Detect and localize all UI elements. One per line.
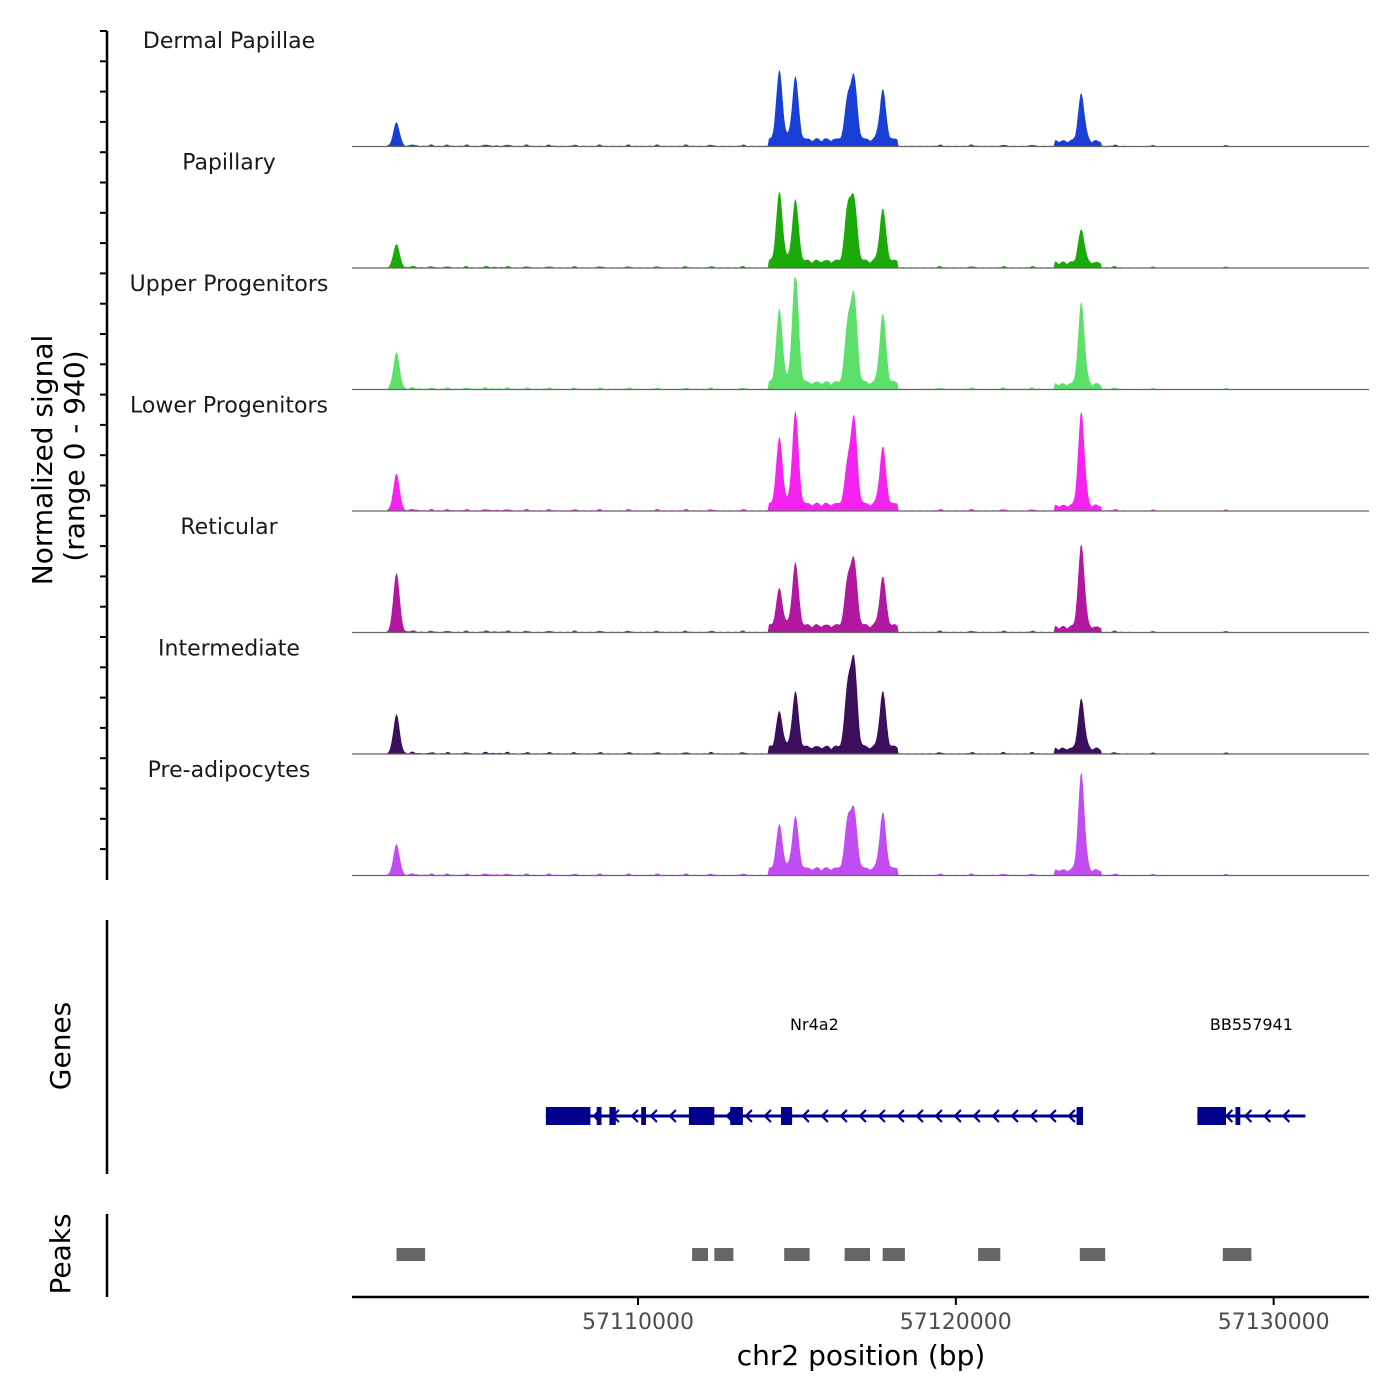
- exon: [1197, 1107, 1226, 1125]
- strand-arrow: [1262, 1109, 1272, 1123]
- y-axis-range: (range 0 - 940): [58, 350, 91, 561]
- track-label: Reticular: [180, 515, 278, 540]
- peak-bar: [844, 1248, 870, 1261]
- track-upper-progenitors: Upper Progenitors: [130, 272, 1369, 391]
- x-axis: 57110000 57120000 57130000: [352, 1295, 1369, 1335]
- y-axis-title: Normalized signal: [26, 335, 59, 586]
- track-papillary: Papillary: [182, 150, 1369, 269]
- x-tick-label: 57130000: [1218, 1310, 1330, 1335]
- track-label: Upper Progenitors: [130, 272, 329, 297]
- gene-bb557941: BB557941: [1197, 1015, 1306, 1125]
- strand-arrow: [1067, 1109, 1076, 1123]
- track-label: Papillary: [182, 150, 276, 175]
- x-tick-label: 57120000: [900, 1310, 1012, 1335]
- exon: [688, 1107, 715, 1125]
- exon: [1076, 1107, 1083, 1125]
- coverage-y-axis: [100, 30, 109, 880]
- track-pre-adipocytes: Pre-adipocytes: [148, 758, 1369, 877]
- peak-bar: [784, 1248, 810, 1261]
- strand-arrow: [915, 1109, 924, 1123]
- exon: [545, 1107, 591, 1125]
- strand-arrow: [896, 1109, 905, 1123]
- coverage-area: [383, 772, 1236, 876]
- strand-arrow: [1281, 1109, 1291, 1123]
- peak-bar: [882, 1248, 905, 1261]
- coverage-area: [383, 410, 1236, 511]
- strand-arrow: [763, 1109, 772, 1123]
- strand-arrow: [839, 1109, 848, 1123]
- peak-bar: [978, 1248, 1001, 1261]
- coverage-area: [383, 191, 1236, 268]
- strand-arrow: [820, 1109, 829, 1123]
- strand-arrow: [1048, 1109, 1057, 1123]
- track-dermal-papillae: Dermal Papillae: [143, 29, 1369, 148]
- exon: [609, 1107, 616, 1125]
- strand-arrow: [1243, 1109, 1253, 1123]
- strand-arrow: [877, 1109, 886, 1123]
- gene-label: BB557941: [1210, 1015, 1293, 1034]
- strand-arrow: [1010, 1109, 1019, 1123]
- strand-arrow: [972, 1109, 981, 1123]
- x-axis-title: chr2 position (bp): [737, 1339, 986, 1372]
- exon: [641, 1107, 646, 1125]
- strand-arrow: [649, 1109, 658, 1123]
- exon: [596, 1107, 602, 1125]
- x-tick-label: 57110000: [582, 1310, 694, 1335]
- gene-label: Nr4a2: [790, 1015, 839, 1034]
- gene-nr4a2: Nr4a2: [545, 1015, 1083, 1125]
- coverage-tracks: Dermal Papillae Papillary Upper Progenitor…: [130, 29, 1369, 877]
- strand-arrow: [1029, 1109, 1038, 1123]
- coverage-area: [383, 277, 1236, 390]
- strand-arrow: [934, 1109, 943, 1123]
- coverage-area: [383, 544, 1236, 633]
- track-label: Lower Progenitors: [130, 393, 328, 418]
- strand-arrow: [1224, 1109, 1234, 1123]
- track-reticular: Reticular: [180, 515, 1369, 634]
- strand-arrow: [991, 1109, 1000, 1123]
- track-label: Dermal Papillae: [143, 29, 315, 54]
- gene-models: Nr4a2 BB557941: [545, 1015, 1306, 1125]
- strand-arrow: [953, 1109, 962, 1123]
- peak-bar: [396, 1248, 426, 1261]
- strand-arrow: [668, 1109, 677, 1123]
- peaks-panel-label: Peaks: [44, 1213, 77, 1294]
- strand-arrow: [630, 1109, 639, 1123]
- exon: [1235, 1107, 1241, 1125]
- peak-regions: [396, 1248, 1252, 1261]
- peak-bar: [692, 1248, 708, 1261]
- exon: [730, 1107, 743, 1125]
- peak-bar: [714, 1248, 734, 1261]
- genes-panel-label: Genes: [44, 1002, 77, 1090]
- peak-bar: [1222, 1248, 1252, 1261]
- strand-arrow: [801, 1109, 810, 1123]
- track-intermediate: Intermediate: [158, 636, 1369, 755]
- exon: [781, 1107, 793, 1125]
- track-label: Pre-adipocytes: [148, 758, 311, 783]
- strand-arrow: [744, 1109, 753, 1123]
- track-label: Intermediate: [158, 636, 300, 661]
- coverage-area: [383, 69, 1236, 147]
- coverage-area: [383, 654, 1236, 754]
- strand-arrow: [858, 1109, 867, 1123]
- peak-bar: [1079, 1248, 1106, 1261]
- track-lower-progenitors: Lower Progenitors: [130, 393, 1369, 512]
